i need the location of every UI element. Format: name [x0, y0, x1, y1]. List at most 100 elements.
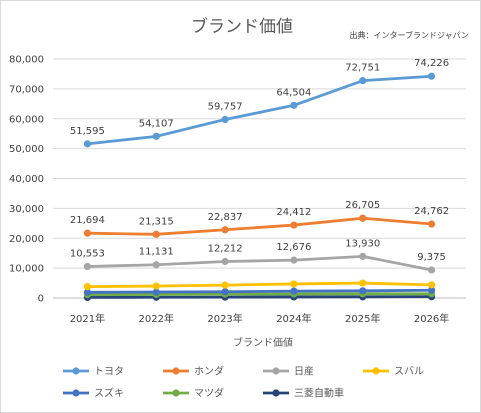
data-point: [152, 230, 160, 238]
data-point: [359, 279, 367, 287]
legend-label: 日産: [294, 365, 314, 378]
data-label: 12,212: [208, 244, 243, 255]
data-point: [290, 280, 298, 288]
legend-label: スズキ: [94, 387, 124, 400]
y-tick-label: 20,000: [9, 234, 44, 245]
data-label: 12,676: [276, 242, 311, 253]
legend-label: トヨタ: [94, 366, 124, 378]
data-point: [152, 261, 160, 269]
x-axis-ticks: 2021年 2022年 2023年 2024年 2025年 2026年: [70, 312, 450, 325]
data-label: 10,553: [70, 248, 105, 259]
series-1: [83, 72, 436, 148]
data-point: [427, 266, 436, 274]
y-tick-label: 10,000: [9, 264, 44, 275]
data-label: 9,375: [417, 252, 446, 263]
series-line: [86, 281, 433, 289]
series-2: [83, 214, 436, 238]
chart-title: ブランド価値: [191, 16, 293, 37]
legend-label: スバル: [394, 366, 424, 378]
gridlines: [53, 58, 466, 299]
y-tick-label: 30,000: [9, 204, 44, 215]
data-label: 54,107: [139, 118, 174, 129]
y-axis-ticks: 0 10,000 20,000 30,000 40,000 50,000 60,000 70,…: [9, 55, 44, 305]
series-line: [86, 254, 433, 272]
legend-label: マツダ: [194, 387, 224, 400]
legend-swatch-marker: [72, 367, 80, 375]
legend-item[interactable]: スバル: [363, 366, 424, 378]
series-5: [83, 286, 436, 296]
data-label: 22,837: [208, 212, 243, 223]
legend-item[interactable]: 日産: [263, 365, 314, 378]
legend-item[interactable]: 三菱自動車: [263, 387, 344, 400]
x-tick-label: 2023年: [207, 312, 242, 325]
data-label: 11,131: [139, 247, 174, 258]
legend-item[interactable]: スズキ: [63, 387, 124, 400]
data-point: [152, 132, 160, 140]
data-point: [427, 220, 436, 228]
y-tick-label: 50,000: [9, 144, 44, 155]
y-tick-label: 80,000: [9, 55, 44, 66]
series-line: [86, 288, 433, 294]
x-tick-label: 2021年: [70, 312, 105, 325]
data-label: 51,595: [70, 126, 105, 137]
series-4: [83, 279, 436, 291]
data-point: [83, 288, 92, 296]
legend-swatch-marker: [372, 367, 380, 375]
series-line: [86, 216, 433, 236]
data-label: 26,705: [345, 200, 380, 211]
data-point: [221, 288, 229, 296]
legend-item[interactable]: ホンダ: [163, 365, 224, 378]
data-point: [221, 115, 229, 124]
legend-swatch-marker: [172, 389, 180, 397]
data-point: [290, 287, 298, 295]
data-label: 64,504: [276, 87, 311, 98]
series-3: [83, 252, 436, 274]
y-tick-label: 0: [38, 294, 44, 305]
y-tick-label: 40,000: [9, 174, 44, 185]
legend-swatch-marker: [72, 389, 80, 397]
series-line: [86, 74, 433, 146]
x-tick-label: 2026年: [414, 312, 449, 325]
data-point: [152, 282, 160, 290]
data-point: [221, 257, 229, 266]
series-lines: [83, 72, 436, 302]
legend-item[interactable]: マツダ: [163, 387, 224, 400]
data-point: [83, 283, 92, 291]
data-point: [290, 256, 298, 264]
x-tick-label: 2022年: [139, 312, 174, 325]
data-point: [83, 229, 92, 237]
data-point: [359, 252, 367, 260]
data-point: [359, 77, 367, 85]
series-line: [86, 292, 433, 297]
legend-label: 三菱自動車: [294, 387, 344, 400]
legend-swatch-marker: [172, 367, 180, 375]
data-point: [427, 72, 436, 80]
y-tick-label: 60,000: [9, 114, 44, 125]
data-point: [290, 221, 298, 229]
data-point: [427, 281, 436, 289]
data-point: [290, 101, 298, 109]
data-label: 24,412: [276, 207, 311, 218]
data-point: [152, 288, 160, 296]
x-axis-title: ブランド価値: [233, 336, 293, 349]
series-line: [86, 295, 433, 299]
data-labels: 10,553 11,131 12,212 12,676 13,930 9,375 21,69…: [70, 58, 449, 263]
data-label: 24,762: [414, 206, 449, 217]
legend-swatch-marker: [272, 367, 280, 375]
data-point: [221, 281, 229, 289]
data-point: [83, 140, 92, 148]
data-point: [359, 214, 367, 222]
x-tick-label: 2025年: [345, 312, 380, 325]
data-label: 21,694: [70, 215, 105, 226]
data-label: 72,751: [345, 63, 380, 74]
legend-swatch-marker: [272, 389, 280, 397]
data-point: [83, 262, 92, 271]
data-point: [359, 287, 367, 295]
legend-label: ホンダ: [194, 365, 224, 378]
legend-item[interactable]: トヨタ: [63, 366, 124, 378]
data-point: [221, 226, 229, 234]
data-label: 74,226: [414, 58, 449, 69]
